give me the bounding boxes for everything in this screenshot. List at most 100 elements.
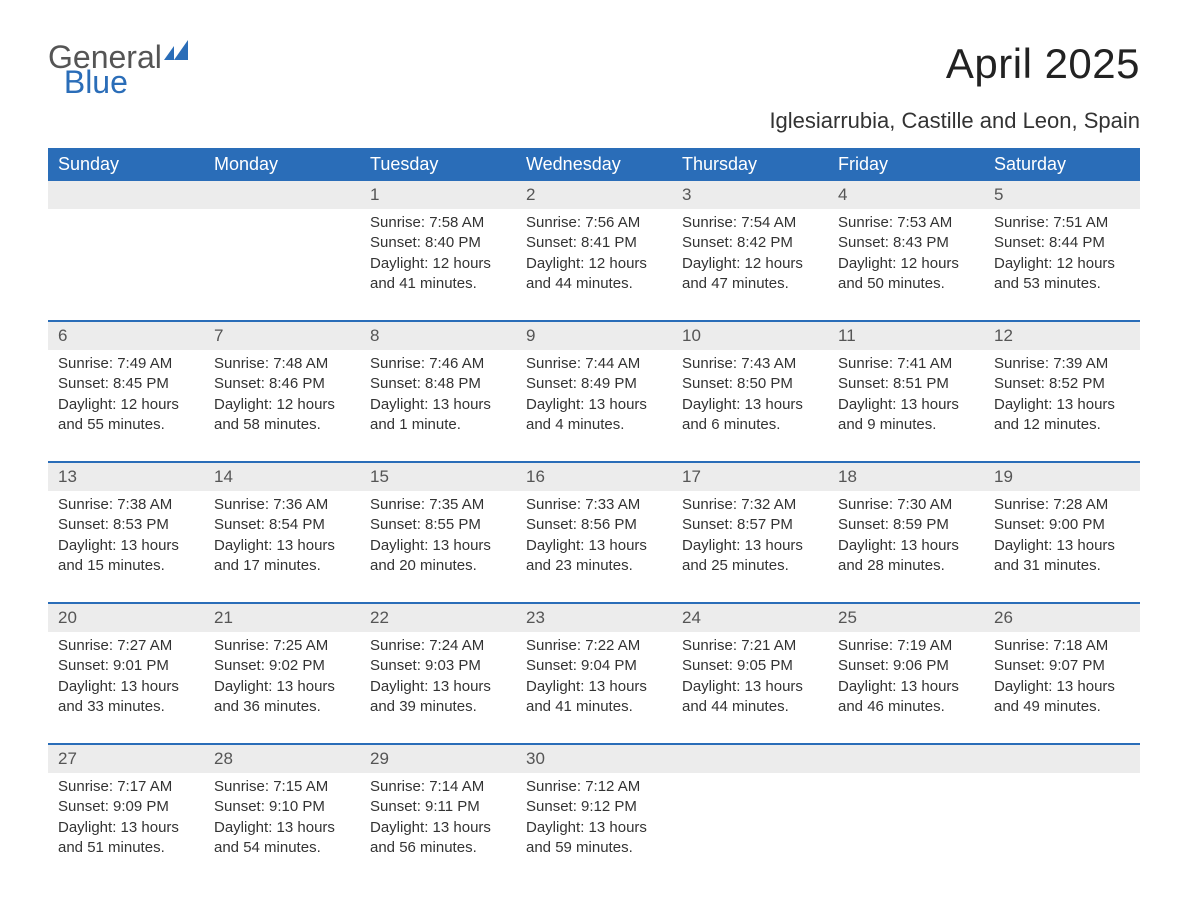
sunrise-text: Sunrise: 7:33 AM: [526, 495, 662, 515]
calendar-body: 1Sunrise: 7:58 AMSunset: 8:40 PMDaylight…: [48, 181, 1140, 884]
sunrise-text: Sunrise: 7:22 AM: [526, 636, 662, 656]
day-number: [48, 181, 204, 209]
daylight-text: Daylight: 13 hours and 59 minutes.: [526, 818, 662, 859]
day-number: 4: [828, 181, 984, 209]
day-details: Sunrise: 7:35 AMSunset: 8:55 PMDaylight:…: [360, 491, 516, 602]
daylight-text: Daylight: 12 hours and 47 minutes.: [682, 254, 818, 295]
sunset-text: Sunset: 8:48 PM: [370, 374, 506, 394]
sunset-text: Sunset: 8:54 PM: [214, 515, 350, 535]
day-details: Sunrise: 7:38 AMSunset: 8:53 PMDaylight:…: [48, 491, 204, 602]
calendar-week-row: 6Sunrise: 7:49 AMSunset: 8:45 PMDaylight…: [48, 321, 1140, 462]
sunset-text: Sunset: 8:59 PM: [838, 515, 974, 535]
day-details: Sunrise: 7:58 AMSunset: 8:40 PMDaylight:…: [360, 209, 516, 320]
daylight-text: Daylight: 13 hours and 54 minutes.: [214, 818, 350, 859]
sunset-text: Sunset: 8:52 PM: [994, 374, 1130, 394]
day-number: 29: [360, 745, 516, 773]
calendar-day-cell: 11Sunrise: 7:41 AMSunset: 8:51 PMDayligh…: [828, 321, 984, 462]
calendar-day-cell: 12Sunrise: 7:39 AMSunset: 8:52 PMDayligh…: [984, 321, 1140, 462]
day-details: Sunrise: 7:54 AMSunset: 8:42 PMDaylight:…: [672, 209, 828, 320]
calendar-day-cell: 17Sunrise: 7:32 AMSunset: 8:57 PMDayligh…: [672, 462, 828, 603]
daylight-text: Daylight: 12 hours and 44 minutes.: [526, 254, 662, 295]
sunrise-text: Sunrise: 7:27 AM: [58, 636, 194, 656]
calendar-day-cell: 30Sunrise: 7:12 AMSunset: 9:12 PMDayligh…: [516, 744, 672, 884]
daylight-text: Daylight: 13 hours and 39 minutes.: [370, 677, 506, 718]
sunset-text: Sunset: 9:05 PM: [682, 656, 818, 676]
daylight-text: Daylight: 13 hours and 20 minutes.: [370, 536, 506, 577]
day-details: Sunrise: 7:41 AMSunset: 8:51 PMDaylight:…: [828, 350, 984, 461]
sunset-text: Sunset: 9:10 PM: [214, 797, 350, 817]
day-details: Sunrise: 7:12 AMSunset: 9:12 PMDaylight:…: [516, 773, 672, 884]
sunset-text: Sunset: 8:55 PM: [370, 515, 506, 535]
day-number: 16: [516, 463, 672, 491]
calendar-day-cell: 25Sunrise: 7:19 AMSunset: 9:06 PMDayligh…: [828, 603, 984, 744]
day-number: 12: [984, 322, 1140, 350]
day-details: Sunrise: 7:30 AMSunset: 8:59 PMDaylight:…: [828, 491, 984, 602]
calendar-day-cell: 5Sunrise: 7:51 AMSunset: 8:44 PMDaylight…: [984, 181, 1140, 321]
calendar-day-cell: [672, 744, 828, 884]
day-number: [204, 181, 360, 209]
sunset-text: Sunset: 8:41 PM: [526, 233, 662, 253]
day-header: Sunday: [48, 148, 204, 181]
daylight-text: Daylight: 12 hours and 50 minutes.: [838, 254, 974, 295]
day-number: 30: [516, 745, 672, 773]
daylight-text: Daylight: 12 hours and 58 minutes.: [214, 395, 350, 436]
day-details: [48, 209, 204, 299]
day-details: Sunrise: 7:48 AMSunset: 8:46 PMDaylight:…: [204, 350, 360, 461]
sunset-text: Sunset: 9:04 PM: [526, 656, 662, 676]
daylight-text: Daylight: 13 hours and 51 minutes.: [58, 818, 194, 859]
day-number: 3: [672, 181, 828, 209]
brand-logo-icon: [164, 40, 194, 60]
sunset-text: Sunset: 9:03 PM: [370, 656, 506, 676]
daylight-text: Daylight: 13 hours and 31 minutes.: [994, 536, 1130, 577]
daylight-text: Daylight: 13 hours and 25 minutes.: [682, 536, 818, 577]
sunset-text: Sunset: 8:49 PM: [526, 374, 662, 394]
day-number: 28: [204, 745, 360, 773]
day-details: Sunrise: 7:19 AMSunset: 9:06 PMDaylight:…: [828, 632, 984, 743]
day-header: Monday: [204, 148, 360, 181]
calendar-day-cell: 23Sunrise: 7:22 AMSunset: 9:04 PMDayligh…: [516, 603, 672, 744]
sunrise-text: Sunrise: 7:15 AM: [214, 777, 350, 797]
day-details: Sunrise: 7:28 AMSunset: 9:00 PMDaylight:…: [984, 491, 1140, 602]
sunrise-text: Sunrise: 7:24 AM: [370, 636, 506, 656]
sunrise-text: Sunrise: 7:30 AM: [838, 495, 974, 515]
day-details: [984, 773, 1140, 863]
sunrise-text: Sunrise: 7:43 AM: [682, 354, 818, 374]
sunrise-text: Sunrise: 7:14 AM: [370, 777, 506, 797]
day-details: Sunrise: 7:56 AMSunset: 8:41 PMDaylight:…: [516, 209, 672, 320]
month-title: April 2025: [946, 40, 1140, 88]
day-number: 9: [516, 322, 672, 350]
day-number: 18: [828, 463, 984, 491]
calendar-week-row: 20Sunrise: 7:27 AMSunset: 9:01 PMDayligh…: [48, 603, 1140, 744]
sunrise-text: Sunrise: 7:32 AM: [682, 495, 818, 515]
day-number: 27: [48, 745, 204, 773]
day-details: Sunrise: 7:36 AMSunset: 8:54 PMDaylight:…: [204, 491, 360, 602]
day-number: 11: [828, 322, 984, 350]
sunset-text: Sunset: 9:01 PM: [58, 656, 194, 676]
day-details: Sunrise: 7:22 AMSunset: 9:04 PMDaylight:…: [516, 632, 672, 743]
day-number: 20: [48, 604, 204, 632]
daylight-text: Daylight: 12 hours and 41 minutes.: [370, 254, 506, 295]
sunset-text: Sunset: 8:53 PM: [58, 515, 194, 535]
sunset-text: Sunset: 9:07 PM: [994, 656, 1130, 676]
day-details: Sunrise: 7:15 AMSunset: 9:10 PMDaylight:…: [204, 773, 360, 884]
day-number: 7: [204, 322, 360, 350]
day-number: 2: [516, 181, 672, 209]
calendar-day-cell: 28Sunrise: 7:15 AMSunset: 9:10 PMDayligh…: [204, 744, 360, 884]
day-details: Sunrise: 7:27 AMSunset: 9:01 PMDaylight:…: [48, 632, 204, 743]
calendar-week-row: 27Sunrise: 7:17 AMSunset: 9:09 PMDayligh…: [48, 744, 1140, 884]
sunset-text: Sunset: 8:51 PM: [838, 374, 974, 394]
day-number: 6: [48, 322, 204, 350]
sunrise-text: Sunrise: 7:17 AM: [58, 777, 194, 797]
sunrise-text: Sunrise: 7:46 AM: [370, 354, 506, 374]
daylight-text: Daylight: 12 hours and 53 minutes.: [994, 254, 1130, 295]
daylight-text: Daylight: 12 hours and 55 minutes.: [58, 395, 194, 436]
day-details: Sunrise: 7:49 AMSunset: 8:45 PMDaylight:…: [48, 350, 204, 461]
daylight-text: Daylight: 13 hours and 4 minutes.: [526, 395, 662, 436]
day-header: Tuesday: [360, 148, 516, 181]
calendar-day-cell: 9Sunrise: 7:44 AMSunset: 8:49 PMDaylight…: [516, 321, 672, 462]
calendar-day-cell: 1Sunrise: 7:58 AMSunset: 8:40 PMDaylight…: [360, 181, 516, 321]
calendar-table: Sunday Monday Tuesday Wednesday Thursday…: [48, 148, 1140, 884]
day-header: Friday: [828, 148, 984, 181]
daylight-text: Daylight: 13 hours and 6 minutes.: [682, 395, 818, 436]
calendar-day-cell: [204, 181, 360, 321]
